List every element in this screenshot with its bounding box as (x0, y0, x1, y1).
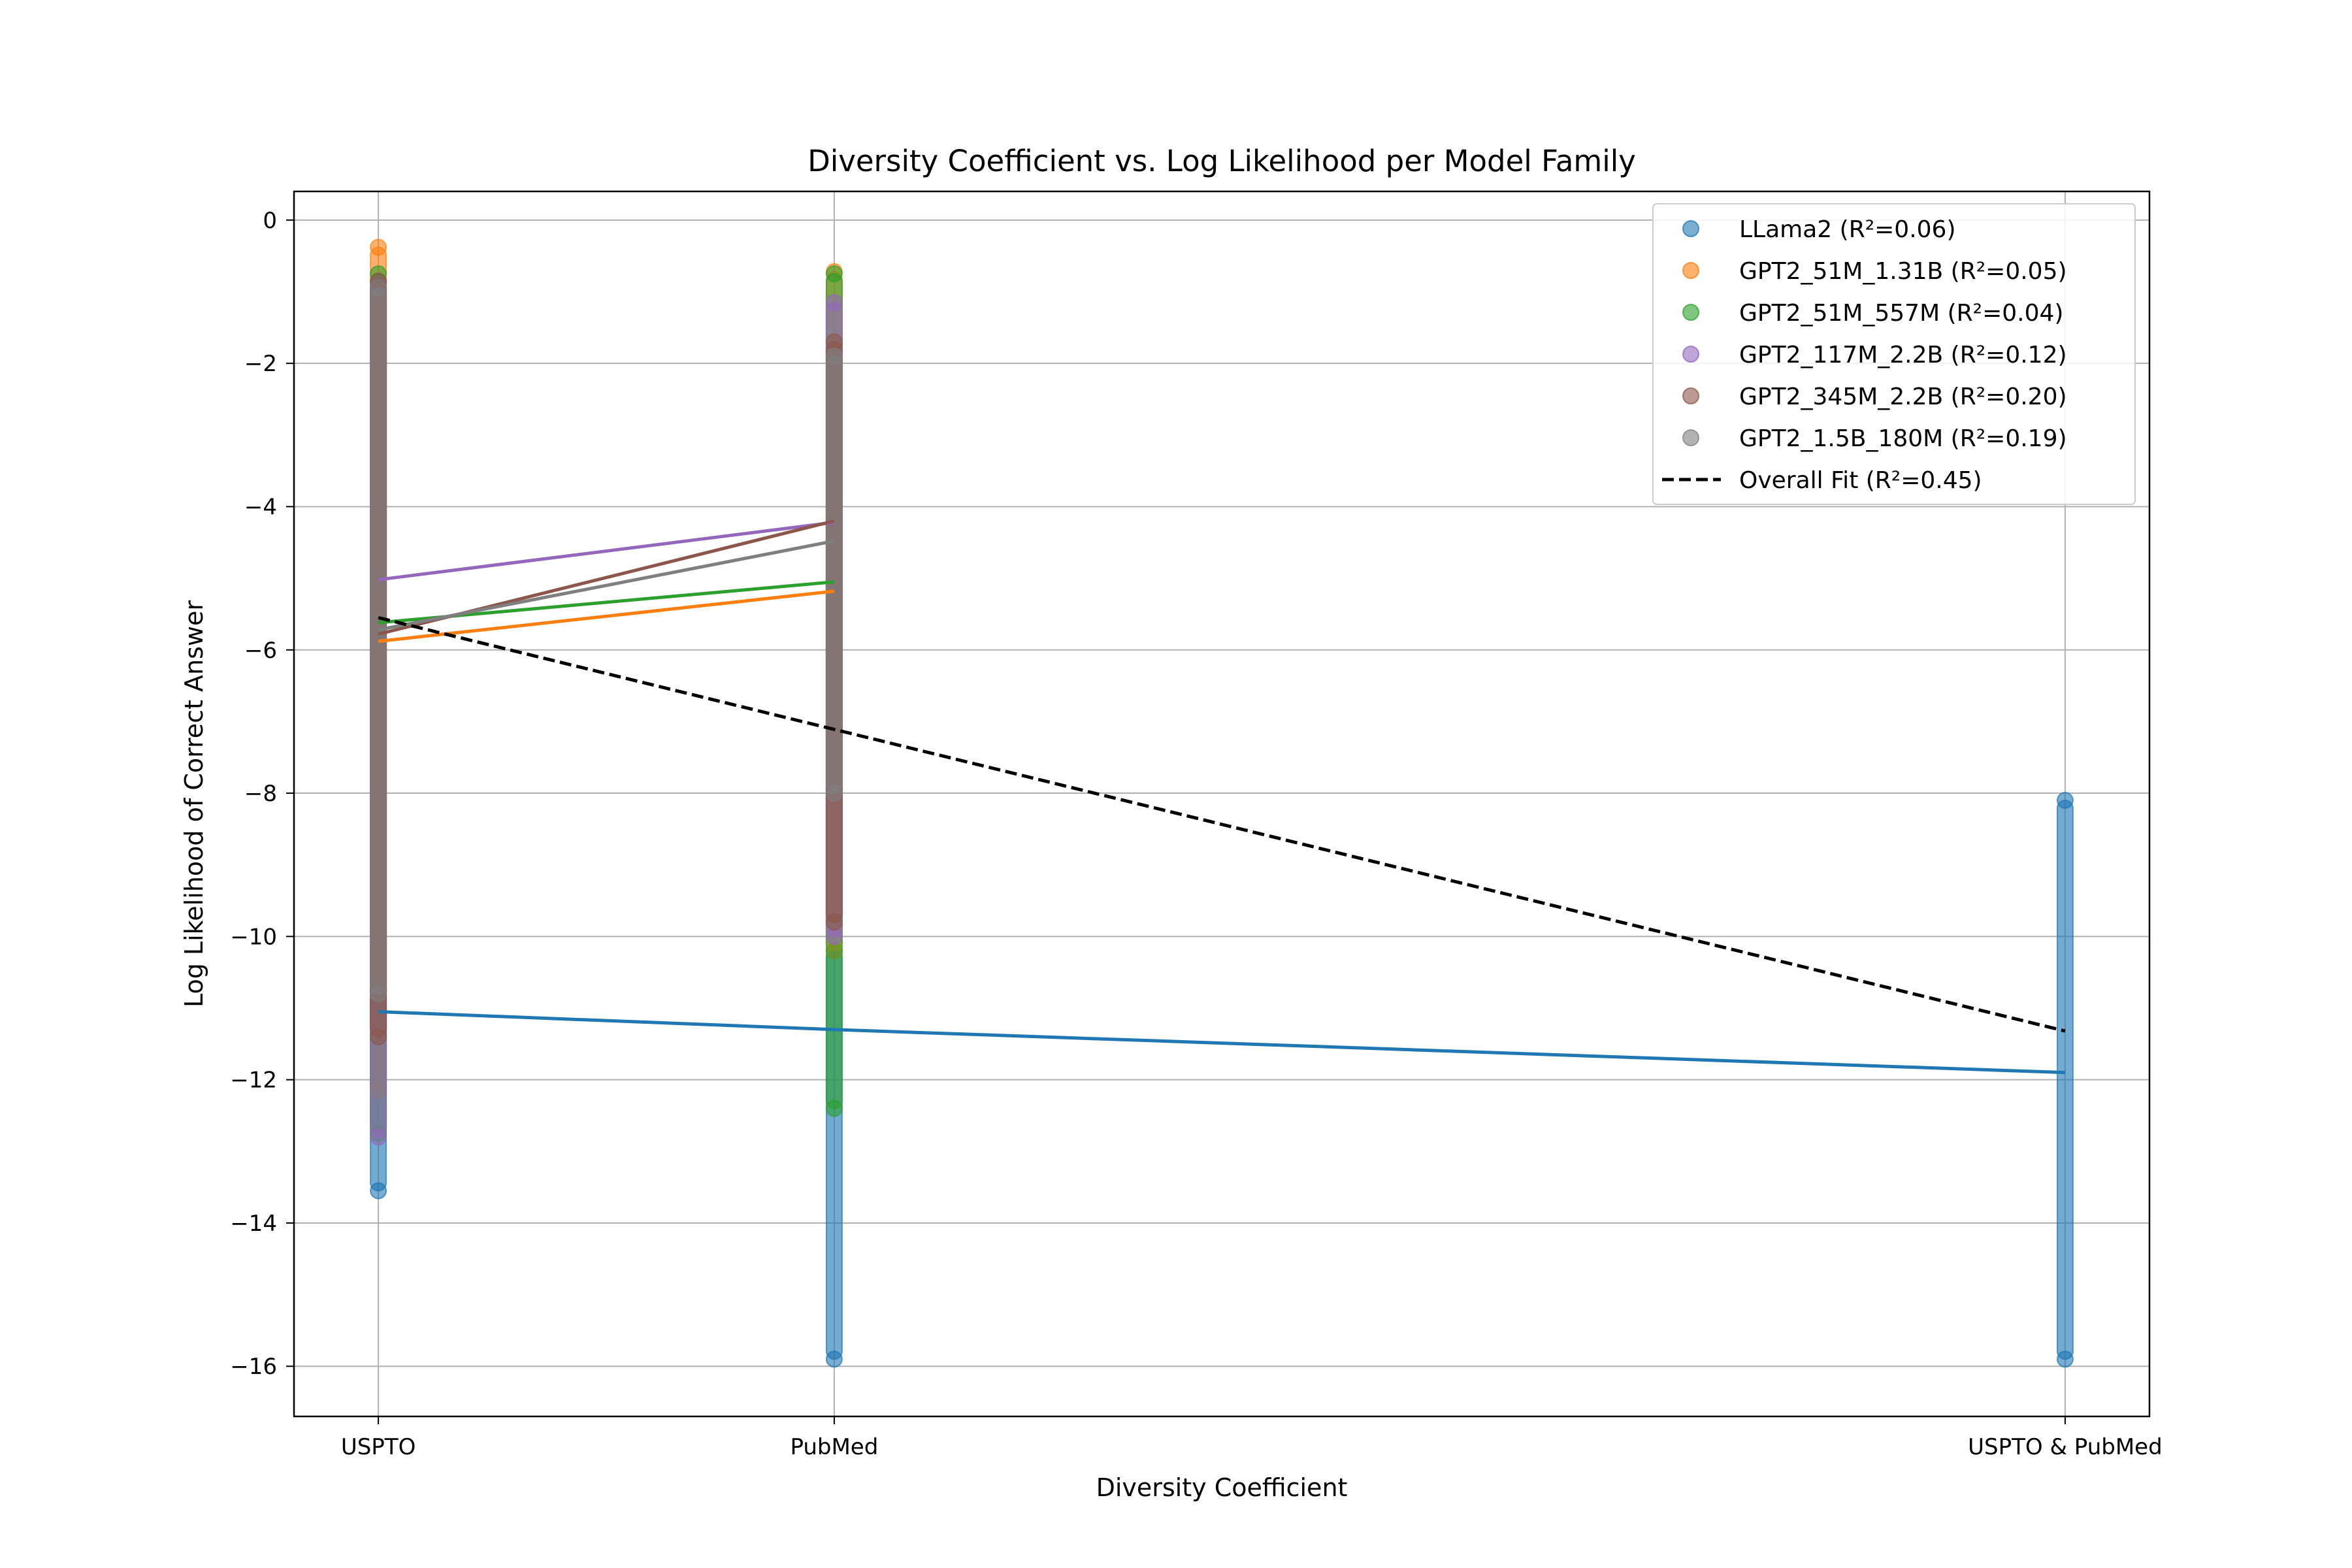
legend-marker (1682, 429, 1699, 446)
series-fit-line (378, 1009, 2065, 1075)
data-point (370, 280, 387, 297)
legend-label: GPT2_51M_1.31B (R²=0.05) (1739, 258, 2067, 285)
scatter-points (370, 238, 2074, 1368)
legend-marker (1682, 346, 1699, 363)
y-tick-label: −14 (230, 1211, 277, 1237)
y-tick-label: −12 (230, 1068, 277, 1094)
axis-ticks: 0 −2 −4 −6 −8 −10 −12 −14 −16 USPTO PubMed USPTO & … (230, 208, 2162, 1460)
legend-marker (1682, 262, 1699, 279)
data-point (825, 348, 843, 365)
legend-label: GPT2_51M_557M (R²=0.04) (1739, 300, 2063, 327)
x-tick-label: USPTO (341, 1434, 416, 1460)
x-tick-label: PubMed (790, 1434, 878, 1460)
data-point (825, 913, 843, 931)
point-column (2056, 800, 2074, 1360)
legend-label: GPT2_1.5B_180M (R²=0.19) (1739, 425, 2067, 452)
data-point (825, 928, 843, 945)
data-point (825, 1350, 843, 1368)
y-tick-label: −2 (244, 351, 277, 377)
y-tick-label: 0 (263, 208, 277, 234)
data-point (825, 265, 843, 283)
legend-marker (1682, 304, 1699, 321)
fit-lines (378, 519, 2066, 1075)
y-tick-label: −4 (244, 494, 277, 520)
data-point (2056, 1350, 2074, 1368)
series-fit-line (378, 539, 835, 632)
data-point (370, 1128, 387, 1146)
data-point (825, 1100, 843, 1117)
series-fit-line (378, 589, 835, 644)
series-fit-line (378, 521, 835, 581)
data-point (370, 238, 387, 256)
data-point (825, 293, 843, 311)
legend: LLama2 (R²=0.06) GPT2_51M_1.31B (R²=0.05)… (1652, 203, 2136, 505)
x-axis-title: Diversity Coefficient (1096, 1473, 1348, 1502)
x-tick-label: USPTO & PubMed (1968, 1434, 2163, 1460)
legend-box (1652, 203, 2136, 505)
y-tick-label: −8 (244, 781, 277, 807)
legend-marker (1682, 220, 1699, 237)
legend-label: Overall Fit (R²=0.45) (1739, 467, 1982, 494)
y-axis-title: Log Likelihood of Correct Answer (180, 600, 208, 1007)
data-point (370, 985, 387, 1003)
data-point (2056, 792, 2074, 809)
data-point (370, 1182, 387, 1200)
data-point (370, 1028, 387, 1045)
chart-title: Diversity Coefficient vs. Log Likelihood… (808, 144, 1636, 178)
y-tick-label: −10 (230, 924, 277, 950)
y-tick-label: −6 (244, 638, 277, 664)
y-tick-label: −16 (230, 1354, 277, 1380)
legend-label: LLama2 (R²=0.06) (1739, 216, 1956, 243)
legend-marker (1682, 387, 1699, 404)
data-point (825, 333, 843, 351)
data-point (825, 785, 843, 802)
legend-label: GPT2_345M_2.2B (R²=0.20) (1739, 384, 2067, 410)
plot-area-frame (293, 190, 2151, 1418)
overall-fit-line (378, 615, 2066, 1033)
legend-label: GPT2_117M_2.2B (R²=0.12) (1739, 342, 2067, 368)
